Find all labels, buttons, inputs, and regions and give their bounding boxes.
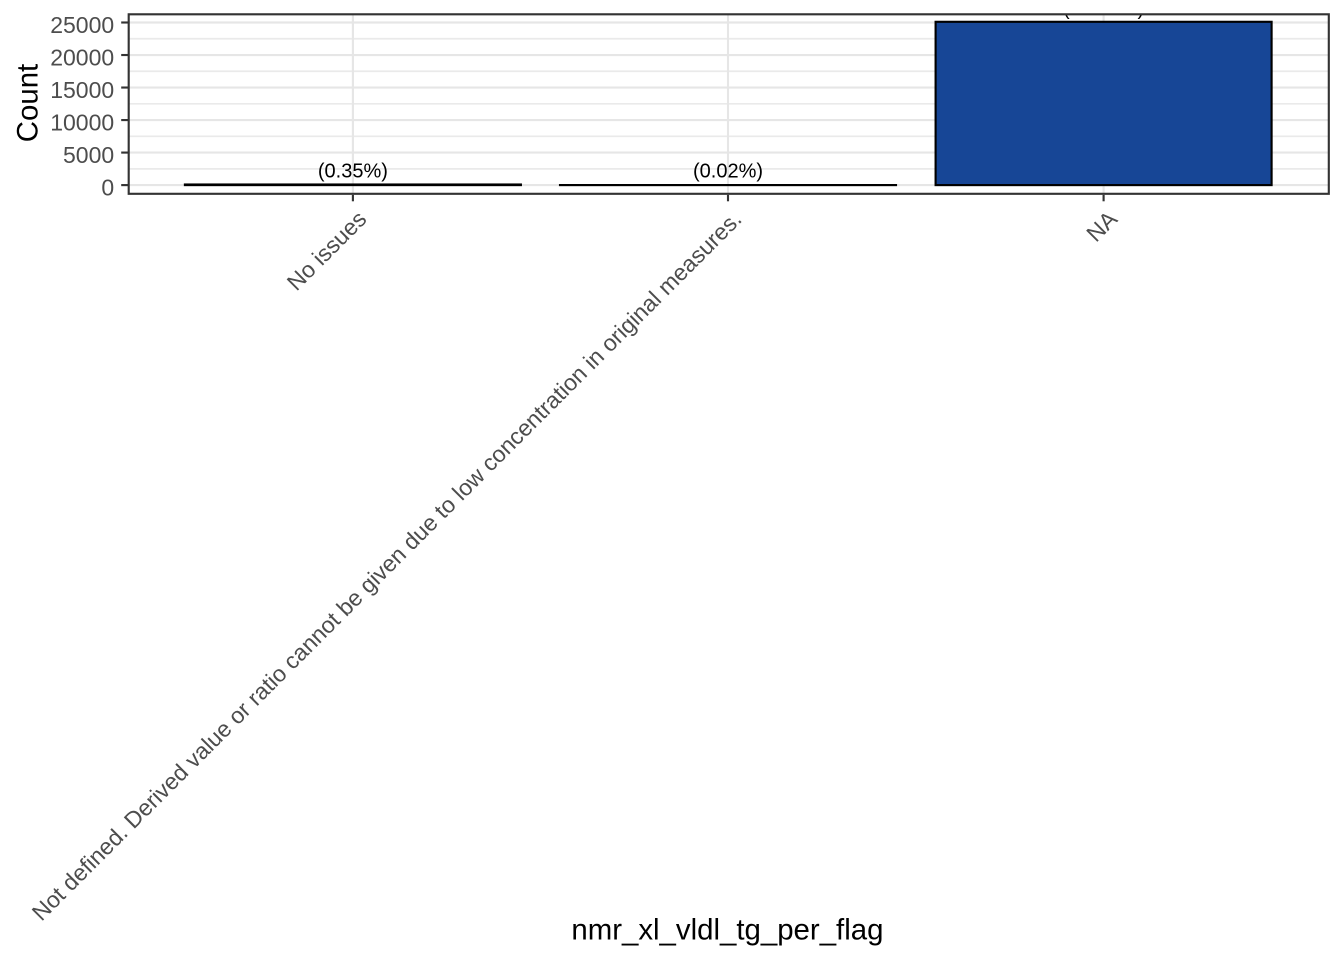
svg-text:nmr_xl_vldl_tg_per_flag: nmr_xl_vldl_tg_per_flag — [571, 914, 883, 947]
svg-text:Count: Count — [12, 64, 45, 142]
svg-text:(0.35%): (0.35%) — [318, 160, 388, 182]
svg-text:20000: 20000 — [50, 45, 114, 71]
svg-text:(99.63%): (99.63%) — [1063, 0, 1144, 20]
svg-text:0: 0 — [101, 175, 114, 201]
svg-text:5000: 5000 — [63, 142, 114, 168]
svg-text:10000: 10000 — [50, 110, 114, 136]
svg-text:(0.02%): (0.02%) — [693, 160, 763, 182]
svg-text:15000: 15000 — [50, 77, 114, 103]
svg-text:25000: 25000 — [50, 12, 114, 38]
